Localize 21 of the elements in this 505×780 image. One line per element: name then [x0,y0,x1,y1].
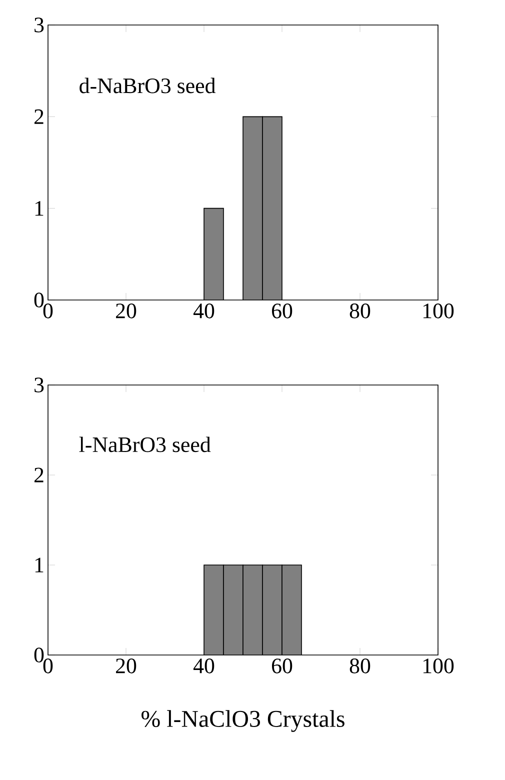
annotation: l-NaBrO3 seed [79,436,211,452]
annotation: d-NaBrO3 seed [80,78,216,94]
x-axis-title: % l-NaClO3 Crystals [142,710,344,732]
y-tick-label: 2 [34,468,44,482]
x-tick-label: 60 [272,658,292,674]
y-tick-label: 0 [34,648,44,662]
y-tick-label: 3 [34,18,44,32]
y-tick-label: 1 [35,558,44,572]
y-tick-label: 3 [34,378,44,392]
x-tick-label: 40 [193,658,214,674]
x-tick-label: 80 [350,658,370,674]
y-tick-label: 0 [34,292,44,308]
x-tick-label: 60 [272,304,292,318]
x-tick-label: 40 [193,304,214,318]
x-tick-label: 20 [116,304,136,318]
x-tick-label: 100 [423,304,454,318]
x-tick-label: 20 [116,658,136,674]
x-tick-label: 100 [423,658,454,674]
y-tick-label: 2 [34,109,44,124]
y-tick-label: 1 [35,201,44,216]
x-tick-label: 80 [350,304,370,318]
